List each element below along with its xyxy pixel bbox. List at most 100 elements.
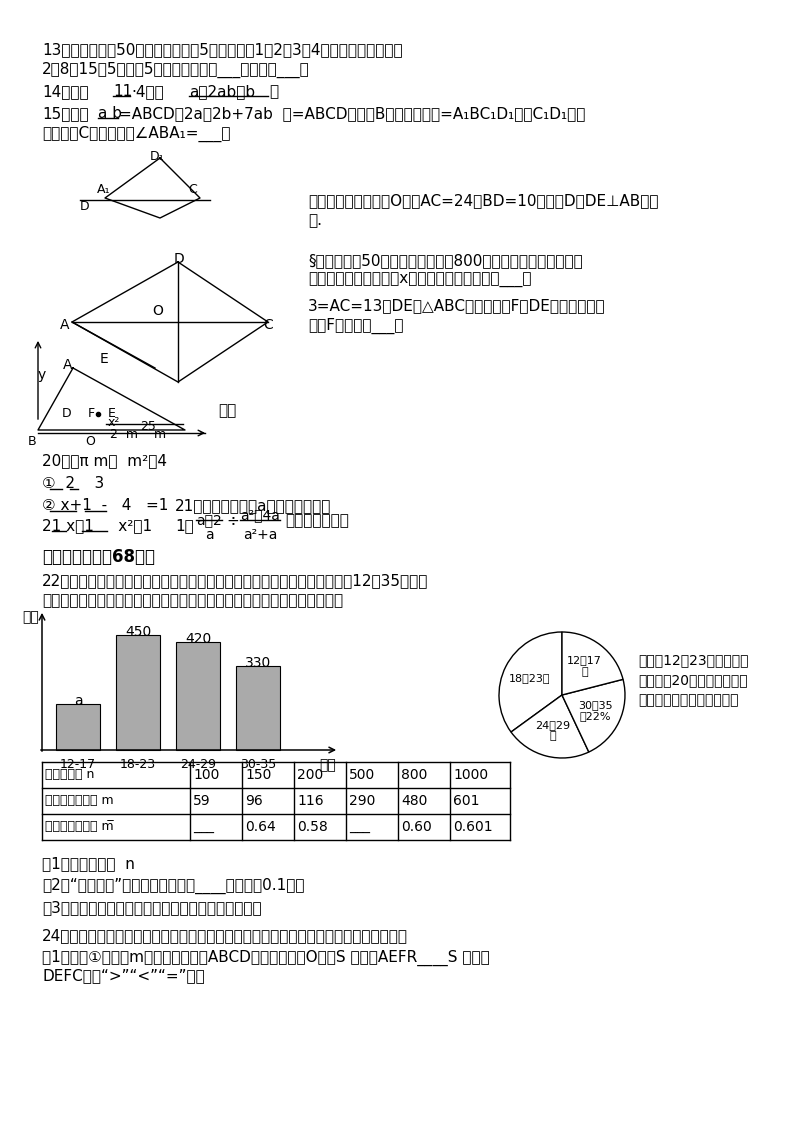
- Text: （1）完成上表；  n: （1）完成上表； n: [42, 856, 135, 871]
- Text: ·4，则: ·4，则: [131, 84, 164, 98]
- Text: 瘾人群进行了简单的随机抽样调查，得到了如图所示的两个不完全统计图．: 瘾人群进行了简单的随机抽样调查，得到了如图所示的两个不完全统计图．: [42, 593, 343, 608]
- Text: 150: 150: [245, 767, 271, 782]
- Text: §计划多生产50台机器，现在生产800台机器所需时间只比原计: §计划多生产50台机器，现在生产800台机器所需时间只比原计: [308, 252, 582, 268]
- Text: a－2: a－2: [196, 513, 222, 528]
- Bar: [116, 635, 160, 751]
- Text: （3）试估算口袋中黑、白两种颜色的球各有多少只？: （3）试估算口袋中黑、白两种颜色的球各有多少只？: [42, 900, 262, 915]
- Text: x²: x²: [108, 415, 120, 429]
- Text: ÷: ÷: [226, 513, 238, 528]
- Text: 22．网瘾低龄化问题已引起社会各界的高度关注，有关部门在全国范围内对12－35岁的网: 22．网瘾低龄化问题已引起社会各界的高度关注，有关部门在全国范围内对12－35岁…: [42, 573, 428, 588]
- Text: D: D: [62, 408, 72, 420]
- Text: 人数: 人数: [22, 610, 38, 624]
- Text: E: E: [108, 408, 116, 420]
- Text: C: C: [263, 318, 273, 332]
- Text: 116: 116: [297, 794, 324, 808]
- Text: ② x+1  -   4   =1: ② x+1 - 4 =1: [42, 498, 168, 513]
- Text: 计其中12－23岁的人数．: 计其中12－23岁的人数．: [638, 653, 749, 667]
- Text: 11: 11: [113, 84, 132, 98]
- Wedge shape: [499, 632, 562, 732]
- Text: A₁: A₁: [97, 183, 110, 196]
- Text: 分）: 分）: [218, 403, 236, 418]
- Text: ___: ___: [193, 820, 214, 834]
- Text: 21 x－1     x²－1: 21 x－1 x²－1: [42, 518, 152, 533]
- Text: 摸球的次数 n: 摸球的次数 n: [45, 767, 94, 781]
- Text: 0.58: 0.58: [297, 820, 328, 834]
- Text: 12-17: 12-17: [60, 758, 96, 771]
- Text: a²－4a: a²－4a: [240, 508, 280, 522]
- Text: 330: 330: [245, 655, 271, 669]
- Text: 1000: 1000: [453, 767, 488, 782]
- Text: 59: 59: [193, 794, 210, 808]
- Text: 200: 200: [297, 767, 323, 782]
- Text: 2、8、15、5，则第5组数据的频数为___，频率为___．: 2、8、15、5，则第5组数据的频数为___，频率为___．: [42, 62, 310, 78]
- Text: 480: 480: [401, 794, 427, 808]
- Text: ①  2    3: ① 2 3: [42, 475, 104, 491]
- Text: 13．一个样本的50个数据分别落在5个组内，第1、2、3、4组数据的个数分别是: 13．一个样本的50个数据分别落在5个组内，第1、2、3、4组数据的个数分别是: [42, 42, 402, 57]
- Text: 420: 420: [185, 633, 211, 646]
- Text: 四、解答题（全68分）: 四、解答题（全68分）: [42, 548, 155, 566]
- Text: 20．解π m－  m²－4: 20．解π m－ m²－4: [42, 453, 167, 468]
- Bar: [176, 643, 220, 751]
- Text: 100: 100: [193, 767, 219, 782]
- Text: E: E: [100, 352, 109, 366]
- Text: O: O: [85, 435, 95, 448]
- Text: 800: 800: [401, 767, 427, 782]
- Text: =ABCD（2a－2b+7ab  将=ABCD绕顶点B顺时针旋转到=A₁BC₁D₁，当C₁D₁首次: =ABCD（2a－2b+7ab 将=ABCD绕顶点B顺时针旋转到=A₁BC₁D₁…: [119, 106, 586, 121]
- Text: 色的球內20只，某学习小组: 色的球內20只，某学习小组: [638, 674, 748, 687]
- Text: a: a: [205, 528, 214, 542]
- Text: 18-23: 18-23: [120, 758, 156, 771]
- Text: 2  m    m: 2 m m: [110, 428, 166, 441]
- Wedge shape: [562, 632, 623, 695]
- Text: B: B: [28, 435, 37, 448]
- Text: O: O: [152, 305, 163, 318]
- Text: 30～35
岁22%: 30～35 岁22%: [578, 700, 612, 721]
- Text: 30-35: 30-35: [240, 758, 276, 771]
- Text: 601: 601: [453, 794, 479, 808]
- Text: DEFC（填“>”“<”“=”）；: DEFC（填“>”“<”“=”）；: [42, 968, 205, 983]
- Wedge shape: [562, 679, 625, 752]
- Text: 18～23岁: 18～23岁: [509, 674, 550, 684]
- Text: D: D: [174, 252, 185, 266]
- Text: 它放回袋中，不断重复．下: 它放回袋中，不断重复．下: [638, 693, 738, 708]
- Text: 0.601: 0.601: [453, 820, 493, 834]
- Text: －.: －.: [308, 213, 322, 228]
- Text: F: F: [88, 408, 95, 420]
- Text: 96: 96: [245, 794, 262, 808]
- Text: 500: 500: [349, 767, 375, 782]
- Text: A: A: [63, 358, 73, 372]
- Text: 摸到白球的次数 m: 摸到白球的次数 m: [45, 794, 114, 807]
- Text: y: y: [38, 368, 46, 381]
- Text: a: a: [74, 694, 82, 708]
- Text: 的值代入求值．: 的值代入求值．: [285, 513, 349, 528]
- Text: （1）如图①，直线m经过平行四边形ABCD对角线的交点O，则S 四边形AEFR____S 四边形: （1）如图①，直线m经过平行四边形ABCD对角线的交点O，则S 四边形AEFR_…: [42, 950, 490, 967]
- Text: 则点F的坐标为___．: 则点F的坐标为___．: [308, 318, 403, 334]
- Text: 1－: 1－: [175, 518, 194, 533]
- Text: ___: ___: [349, 820, 370, 834]
- Text: 0.64: 0.64: [245, 820, 276, 834]
- Text: 年龄: 年龄: [319, 758, 336, 772]
- Text: 经过顶点C时，旋转角∠ABA₁=___．: 经过顶点C时，旋转角∠ABA₁=___．: [42, 126, 230, 143]
- Text: D₁: D₁: [150, 151, 165, 163]
- Text: 3=AC=13，DE是△ABC的中位线，F是DE的中点．已知: 3=AC=13，DE是△ABC的中位线，F是DE的中点．已知: [308, 298, 606, 314]
- Text: 长，设原计划每天生产x台机器，则可列方程为___．: 长，设原计划每天生产x台机器，则可列方程为___．: [308, 273, 531, 288]
- Text: 24．知识背景：过中心对称图形的对称中心的任意一条直线都将其分成全等的两个部分．: 24．知识背景：过中心对称图形的对称中心的任意一条直线都将其分成全等的两个部分．: [42, 928, 408, 943]
- Text: 21．先化简，再将a的值代入求值．: 21．先化简，再将a的值代入求值．: [175, 498, 331, 513]
- Text: a－2ab－b: a－2ab－b: [189, 84, 255, 98]
- Text: a²+a: a²+a: [243, 528, 278, 542]
- Text: 25: 25: [140, 420, 156, 434]
- Wedge shape: [511, 695, 589, 758]
- Text: （2）“摸到白球”的概率的估计值是____（精确到0.1）；: （2）“摸到白球”的概率的估计值是____（精确到0.1）；: [42, 878, 305, 894]
- Text: ．: ．: [269, 84, 278, 98]
- Text: 14．已知: 14．已知: [42, 84, 89, 98]
- Text: D: D: [80, 200, 90, 213]
- Text: a b: a b: [98, 106, 122, 121]
- Text: 290: 290: [349, 794, 375, 808]
- Text: 0.60: 0.60: [401, 820, 432, 834]
- Text: 12～17
岁: 12～17 岁: [567, 655, 602, 677]
- Text: 24～29
岁: 24～29 岁: [535, 720, 570, 741]
- Bar: [56, 704, 100, 751]
- Text: C: C: [188, 183, 197, 196]
- Text: 摸到白球的频率 m̅: 摸到白球的频率 m̅: [45, 820, 114, 833]
- Bar: [236, 666, 280, 751]
- Text: 15．如图: 15．如图: [42, 106, 89, 121]
